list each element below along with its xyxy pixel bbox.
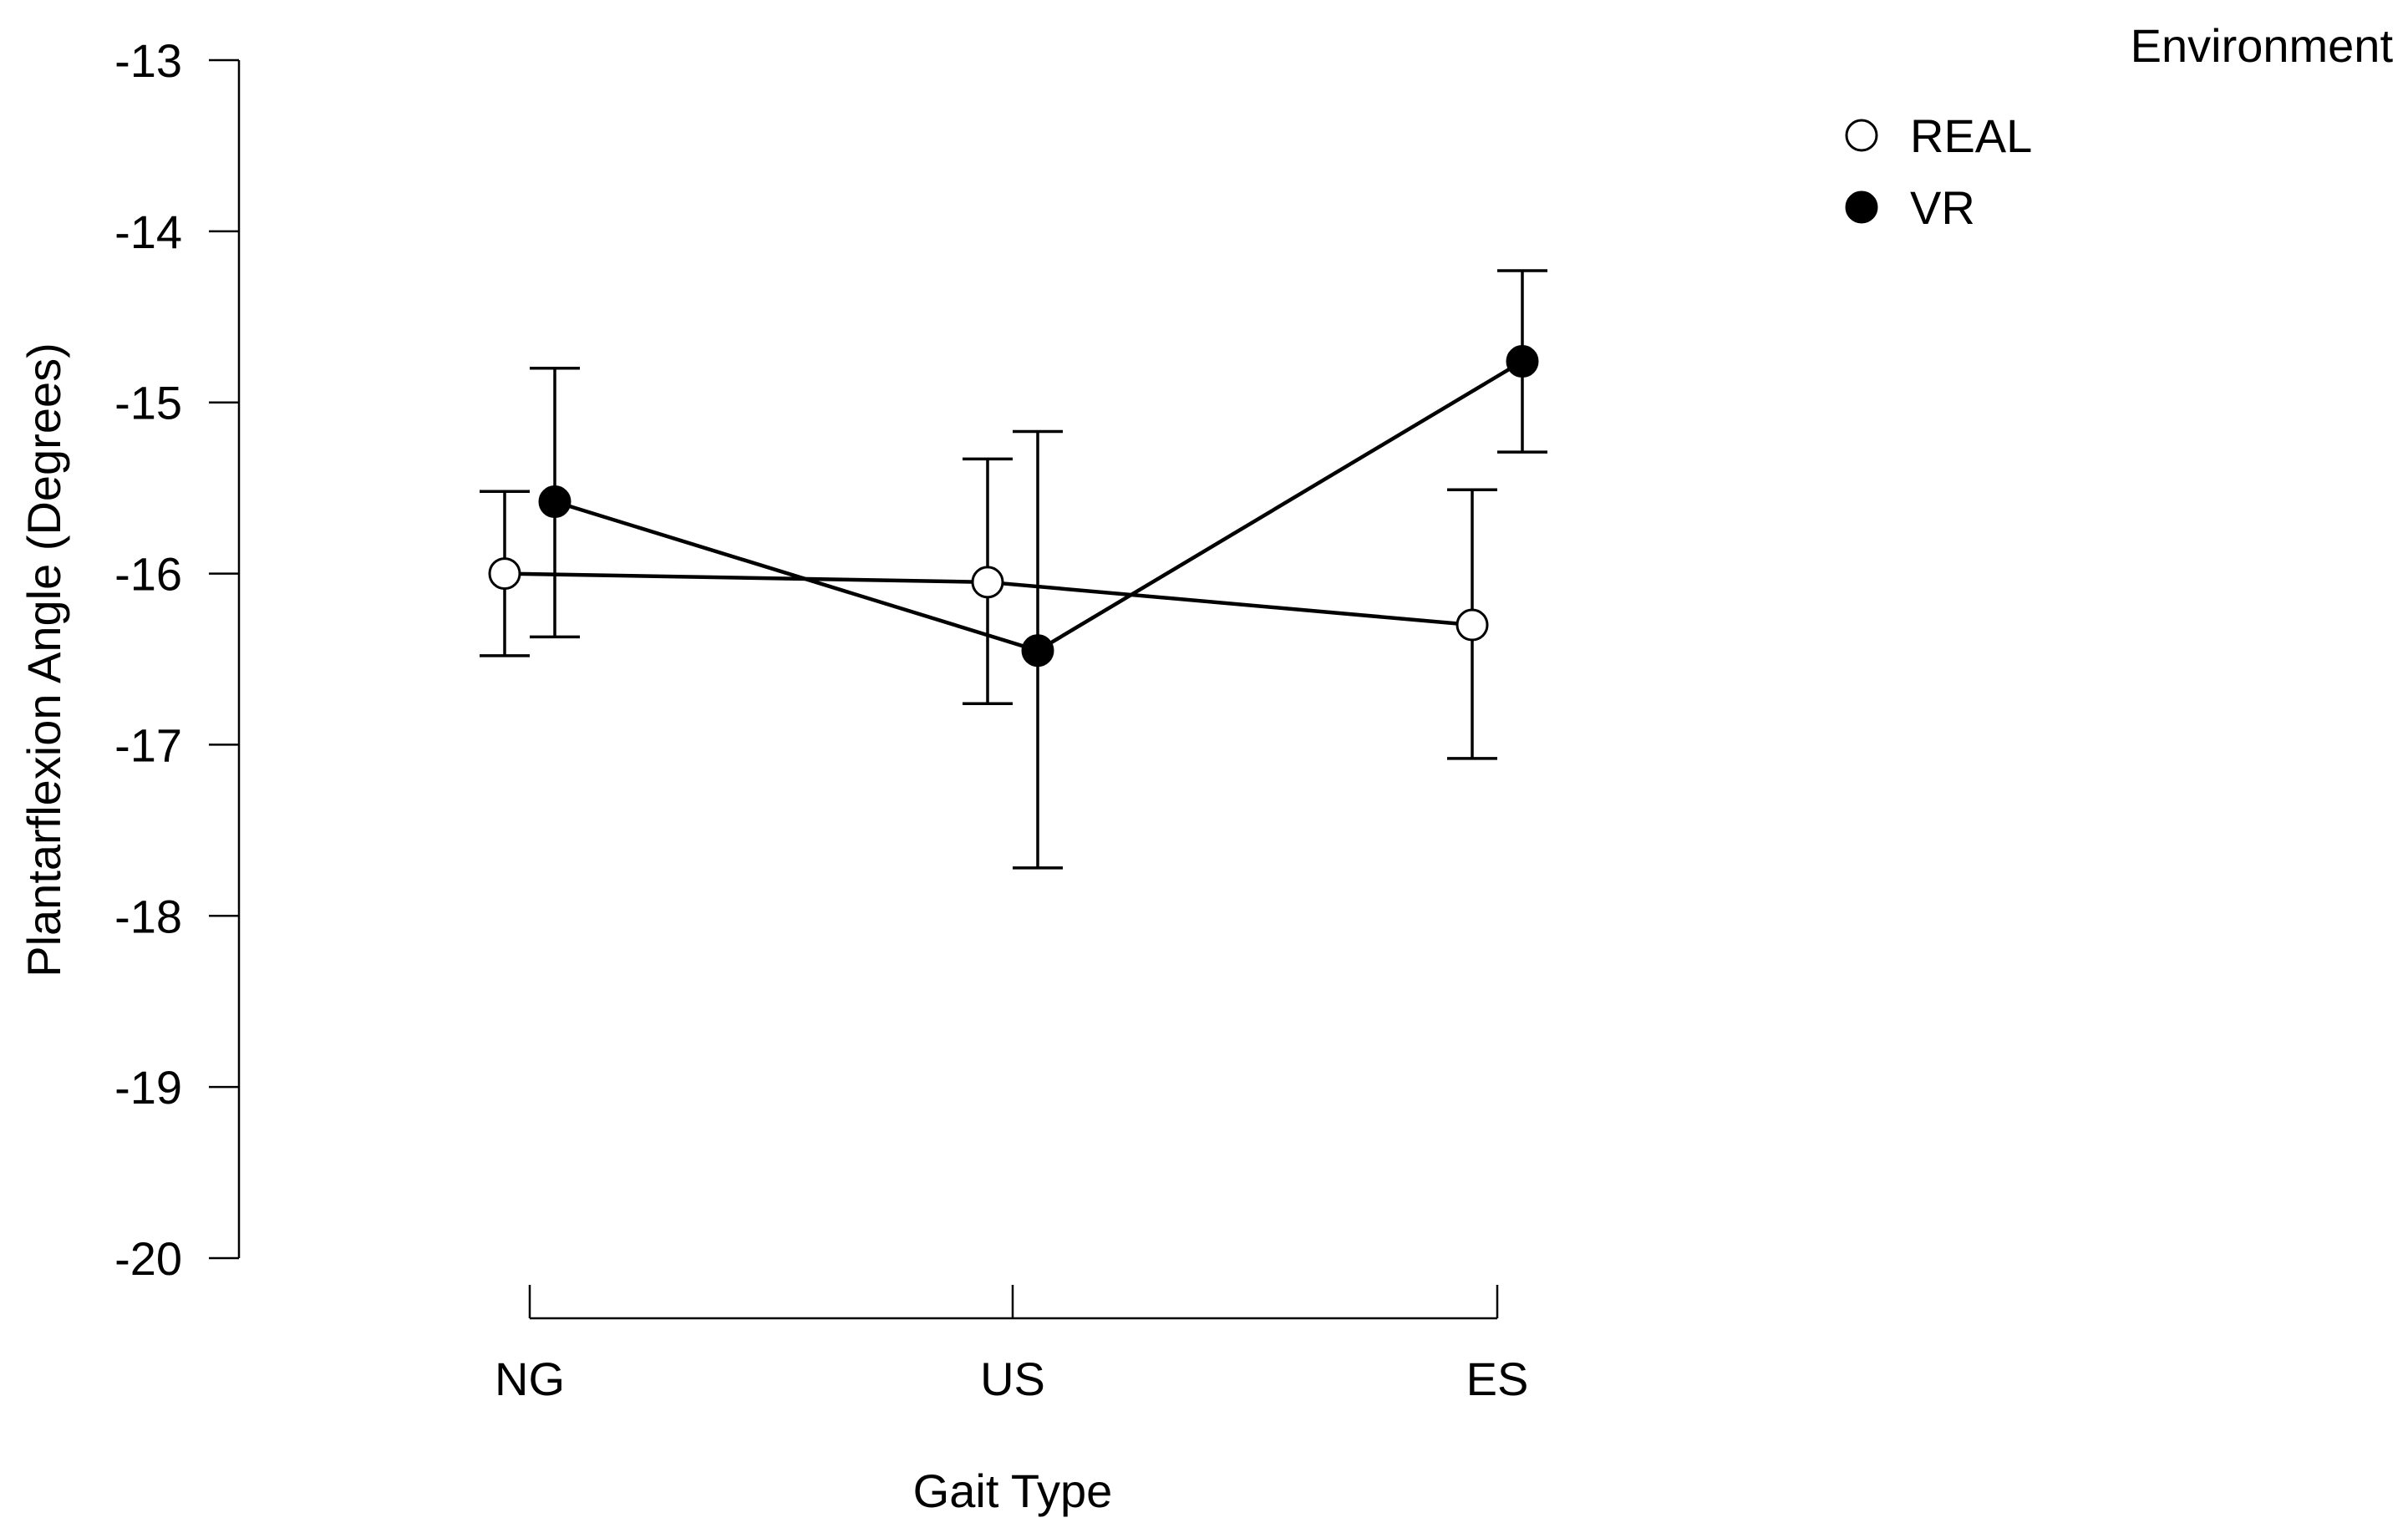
data-point	[1021, 634, 1054, 667]
legend-title: Environment	[2131, 19, 2394, 72]
y-tick-label: -19	[114, 1061, 182, 1114]
data-point	[1455, 608, 1489, 642]
data-point	[1506, 345, 1539, 378]
y-tick-label: -17	[114, 718, 182, 771]
data-point	[488, 557, 521, 591]
x-tick-label: NG	[495, 1353, 565, 1405]
legend-label-vr: VR	[1910, 181, 1975, 234]
data-point	[538, 485, 572, 519]
x-axis-title: Gait Type	[913, 1464, 1113, 1517]
x-axis: NG US ES	[495, 1285, 1528, 1405]
y-tick-label: -14	[114, 206, 182, 258]
y-tick-label: -20	[114, 1232, 182, 1285]
y-tick-label: -16	[114, 548, 182, 601]
data-point	[971, 566, 1004, 599]
series-real	[480, 457, 1497, 760]
x-tick-label: US	[980, 1353, 1045, 1405]
series-vr	[530, 269, 1547, 870]
plot-series	[480, 269, 1547, 870]
y-axis-title: Plantarflexion Angle (Degrees)	[18, 343, 70, 977]
x-tick-label: ES	[1466, 1353, 1529, 1405]
y-axis: -13 -14 -15 -16 -17 -18 -19 -20	[114, 34, 241, 1285]
y-tick-label: -18	[114, 890, 182, 942]
legend-marker-vr	[1845, 190, 1878, 224]
legend-label-real: REAL	[1910, 109, 2032, 162]
legend: Environment REAL VR	[1845, 19, 2394, 234]
y-tick-label: -15	[114, 377, 182, 429]
legend-marker-real	[1845, 119, 1878, 152]
y-tick-label: -13	[114, 34, 182, 87]
